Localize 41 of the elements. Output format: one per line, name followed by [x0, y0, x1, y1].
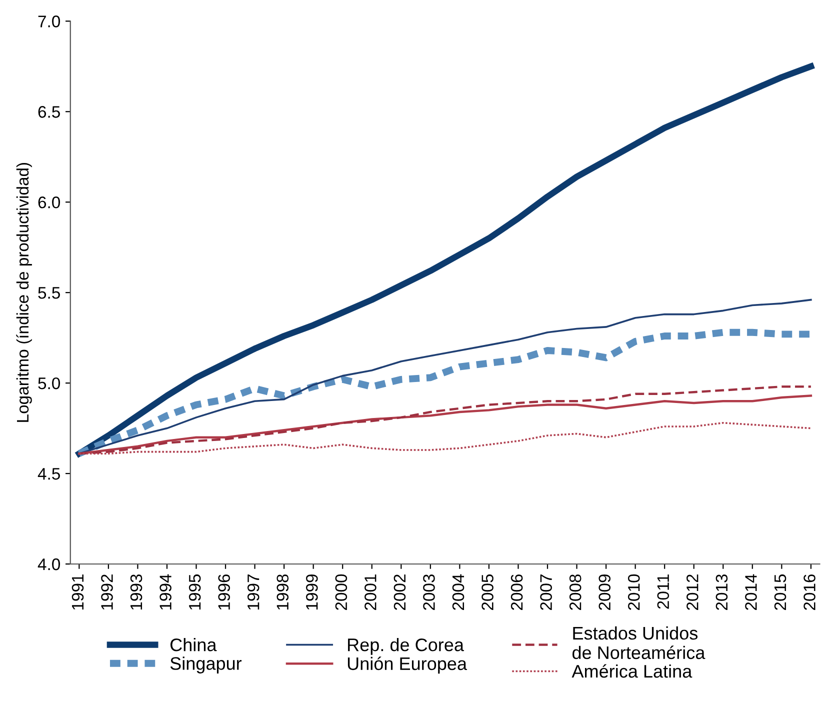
- x-tick-label: 2015: [774, 574, 786, 610]
- legend-label: Estados Unidos de Norteamérica: [572, 626, 706, 660]
- x-tick-label: 1999: [306, 574, 318, 610]
- x-tick-label: 1997: [247, 574, 260, 610]
- y-tick-label: 5.5: [38, 287, 60, 299]
- x-tick-label: 2000: [335, 574, 348, 610]
- x-tick-label: 2008: [569, 574, 582, 610]
- x-tick-label: 1996: [218, 574, 230, 610]
- line-series: [78, 298, 812, 455]
- x-tick-label: 2012: [686, 574, 698, 610]
- x-tick-label: 2011: [657, 574, 670, 609]
- x-tick-label: 1991: [72, 574, 84, 610]
- x-tick-label: 2002: [394, 574, 406, 610]
- x-tick-label: 1994: [160, 574, 172, 610]
- x-tick-label: 2009: [598, 574, 611, 610]
- legend-label: América Latina: [572, 664, 692, 678]
- x-tick-label: 2004: [452, 574, 464, 610]
- x-tick-label: 1998: [276, 574, 289, 610]
- y-axis-title: Logaritmo (índice de productividad): [16, 162, 32, 422]
- legend-label: Rep. de Corea: [348, 638, 464, 655]
- legend-label: Singapur: [170, 656, 242, 674]
- y-tick-label: 7.0: [38, 16, 60, 28]
- x-tick-label: 1995: [188, 574, 201, 610]
- y-tick-label: 5.0: [38, 377, 60, 390]
- x-tick-label: 2010: [628, 574, 640, 610]
- legend-label: Unión Europea: [348, 656, 468, 674]
- x-tick-label: 2013: [716, 574, 728, 610]
- y-tick-label: 6.5: [38, 106, 60, 118]
- x-tick-label: 2016: [804, 574, 816, 610]
- x-tick-label: 2014: [745, 574, 757, 610]
- legend-label: China: [170, 638, 217, 652]
- x-tick-label: 1993: [130, 574, 142, 610]
- x-tick-label: 2007: [540, 574, 552, 610]
- x-tick-label: 2001: [364, 574, 376, 610]
- y-tick-label: 4.0: [38, 558, 60, 570]
- x-tick-label: 1992: [101, 574, 113, 610]
- x-tick-label: 2003: [423, 574, 435, 610]
- x-tick-label: 2005: [482, 574, 494, 610]
- y-tick-label: 4.5: [38, 468, 60, 480]
- y-tick-label: 6.0: [38, 196, 60, 208]
- x-tick-label: 2006: [510, 574, 523, 610]
